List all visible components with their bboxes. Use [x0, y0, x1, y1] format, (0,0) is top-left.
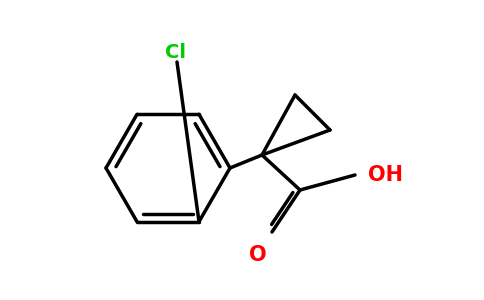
- Text: Cl: Cl: [165, 43, 185, 61]
- Text: OH: OH: [368, 165, 403, 185]
- Text: O: O: [249, 245, 267, 265]
